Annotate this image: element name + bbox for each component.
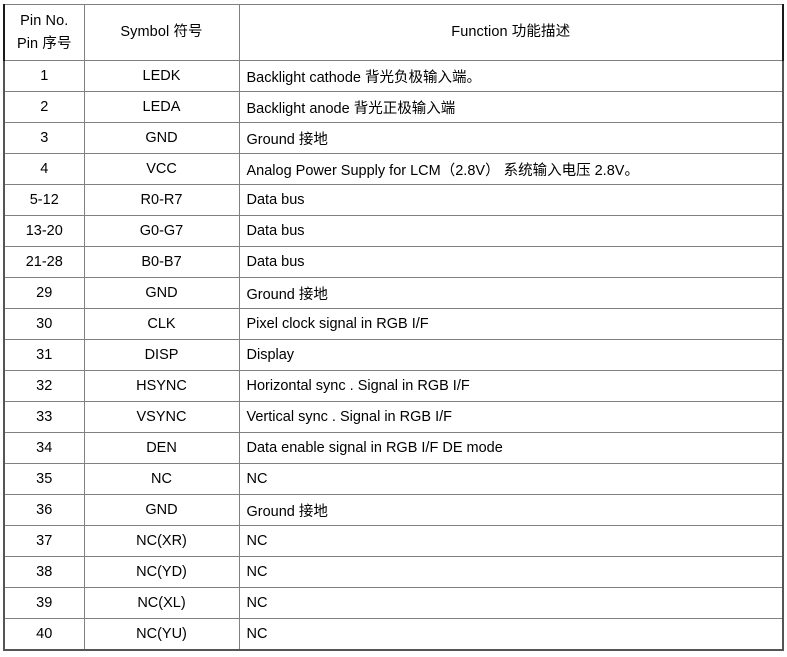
cell-function: Data bus xyxy=(238,184,784,216)
cell-symbol: B0-B7 xyxy=(83,246,240,278)
cell-function: Vertical sync . Signal in RGB I/F xyxy=(238,401,784,433)
cell-symbol: G0-G7 xyxy=(83,215,240,247)
cell-pin-no: 31 xyxy=(3,339,85,371)
table-row: 13-20 G0-G7 Data bus xyxy=(3,215,784,247)
cell-symbol: NC(XL) xyxy=(83,587,240,619)
cell-pin-no: 38 xyxy=(3,556,85,588)
cell-function: NC xyxy=(238,556,784,588)
cell-symbol: VSYNC xyxy=(83,401,240,433)
cell-pin-no: 36 xyxy=(3,494,85,526)
cell-function: Analog Power Supply for LCM（2.8V） 系统输入电压… xyxy=(238,153,784,185)
cell-function: NC xyxy=(238,618,784,651)
pin-assignment-table-container: Pin No. Pin 序号 Symbol 符号 Function 功能描述 1… xyxy=(3,4,784,651)
cell-pin-no: 33 xyxy=(3,401,85,433)
column-header-pin-no-line2: Pin 序号 xyxy=(16,35,72,52)
table-row: 29 GND Ground 接地 xyxy=(3,277,784,309)
cell-function: Backlight anode 背光正极输入端 xyxy=(238,91,784,123)
cell-function: Data bus xyxy=(238,246,784,278)
cell-function: Ground 接地 xyxy=(238,277,784,309)
column-header-pin-no-line1: Pin No. xyxy=(20,13,69,30)
table-row: 21-28 B0-B7 Data bus xyxy=(3,246,784,278)
pin-assignment-table: Pin No. Pin 序号 Symbol 符号 Function 功能描述 1… xyxy=(3,4,784,651)
cell-pin-no: 5-12 xyxy=(3,184,85,216)
column-header-function: Function 功能描述 xyxy=(238,4,784,61)
cell-function: Backlight cathode 背光负极输入端。 xyxy=(238,60,784,92)
cell-symbol: NC(YD) xyxy=(83,556,240,588)
table-row: 1 LEDK Backlight cathode 背光负极输入端。 xyxy=(3,60,784,92)
table-row: 34 DEN Data enable signal in RGB I/F DE mo… xyxy=(3,432,784,464)
cell-symbol: GND xyxy=(83,277,240,309)
cell-pin-no: 4 xyxy=(3,153,85,185)
cell-pin-no: 2 xyxy=(3,91,85,123)
cell-function: Horizontal sync . Signal in RGB I/F xyxy=(238,370,784,402)
cell-pin-no: 40 xyxy=(3,618,85,651)
cell-pin-no: 35 xyxy=(3,463,85,495)
cell-pin-no: 32 xyxy=(3,370,85,402)
table-row: 40 NC(YU) NC xyxy=(3,618,784,651)
table-row: 33 VSYNC Vertical sync . Signal in RGB I/F xyxy=(3,401,784,433)
cell-symbol: GND xyxy=(83,122,240,154)
cell-pin-no: 1 xyxy=(3,60,85,92)
cell-pin-no: 29 xyxy=(3,277,85,309)
cell-pin-no: 39 xyxy=(3,587,85,619)
table-header: Pin No. Pin 序号 Symbol 符号 Function 功能描述 xyxy=(3,4,784,61)
table-row: 4 VCC Analog Power Supply for LCM（2.8V） 系统… xyxy=(3,153,784,185)
table-row: 38 NC(YD) NC xyxy=(3,556,784,588)
cell-symbol: DEN xyxy=(83,432,240,464)
cell-pin-no: 30 xyxy=(3,308,85,340)
column-header-pin-no: Pin No. Pin 序号 xyxy=(3,4,85,61)
table-body: 1 LEDK Backlight cathode 背光负极输入端。 2 LEDA Back… xyxy=(3,60,784,651)
cell-pin-no: 34 xyxy=(3,432,85,464)
cell-symbol: HSYNC xyxy=(83,370,240,402)
cell-pin-no: 21-28 xyxy=(3,246,85,278)
cell-function: NC xyxy=(238,525,784,557)
cell-function: Display xyxy=(238,339,784,371)
cell-symbol: LEDA xyxy=(83,91,240,123)
cell-function: Ground 接地 xyxy=(238,122,784,154)
cell-symbol: NC(YU) xyxy=(83,618,240,651)
table-row: 5-12 R0-R7 Data bus xyxy=(3,184,784,216)
cell-function: Pixel clock signal in RGB I/F xyxy=(238,308,784,340)
column-header-symbol: Symbol 符号 xyxy=(83,4,240,61)
cell-symbol: LEDK xyxy=(83,60,240,92)
cell-function: Data bus xyxy=(238,215,784,247)
header-row: Pin No. Pin 序号 Symbol 符号 Function 功能描述 xyxy=(3,4,784,61)
cell-pin-no: 37 xyxy=(3,525,85,557)
cell-symbol: GND xyxy=(83,494,240,526)
cell-pin-no: 3 xyxy=(3,122,85,154)
table-row: 37 NC(XR) NC xyxy=(3,525,784,557)
cell-symbol: CLK xyxy=(83,308,240,340)
cell-function: NC xyxy=(238,587,784,619)
table-row: 35 NC NC xyxy=(3,463,784,495)
cell-function: NC xyxy=(238,463,784,495)
table-row: 36 GND Ground 接地 xyxy=(3,494,784,526)
table-row: 39 NC(XL) NC xyxy=(3,587,784,619)
cell-pin-no: 13-20 xyxy=(3,215,85,247)
table-row: 30 CLK Pixel clock signal in RGB I/F xyxy=(3,308,784,340)
cell-symbol: DISP xyxy=(83,339,240,371)
table-row: 31 DISP Display xyxy=(3,339,784,371)
table-row: 3 GND Ground 接地 xyxy=(3,122,784,154)
cell-function: Ground 接地 xyxy=(238,494,784,526)
cell-symbol: NC xyxy=(83,463,240,495)
cell-symbol: R0-R7 xyxy=(83,184,240,216)
cell-function: Data enable signal in RGB I/F DE mode xyxy=(238,432,784,464)
table-row: 2 LEDA Backlight anode 背光正极输入端 xyxy=(3,91,784,123)
cell-symbol: NC(XR) xyxy=(83,525,240,557)
table-row: 32 HSYNC Horizontal sync . Signal in RGB I… xyxy=(3,370,784,402)
cell-symbol: VCC xyxy=(83,153,240,185)
